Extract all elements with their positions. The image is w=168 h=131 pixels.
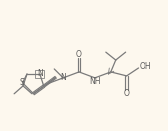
Text: N: N [37,69,43,78]
Text: O: O [76,50,82,59]
Text: N: N [60,73,66,82]
Text: O: O [124,89,130,98]
Bar [35,70,44,78]
Text: S: S [19,78,24,87]
Text: NH: NH [89,77,101,86]
Text: OH: OH [140,62,151,72]
